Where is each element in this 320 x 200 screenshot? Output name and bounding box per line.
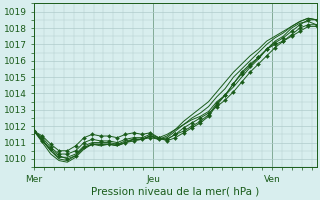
X-axis label: Pression niveau de la mer( hPa ): Pression niveau de la mer( hPa ): [91, 187, 260, 197]
